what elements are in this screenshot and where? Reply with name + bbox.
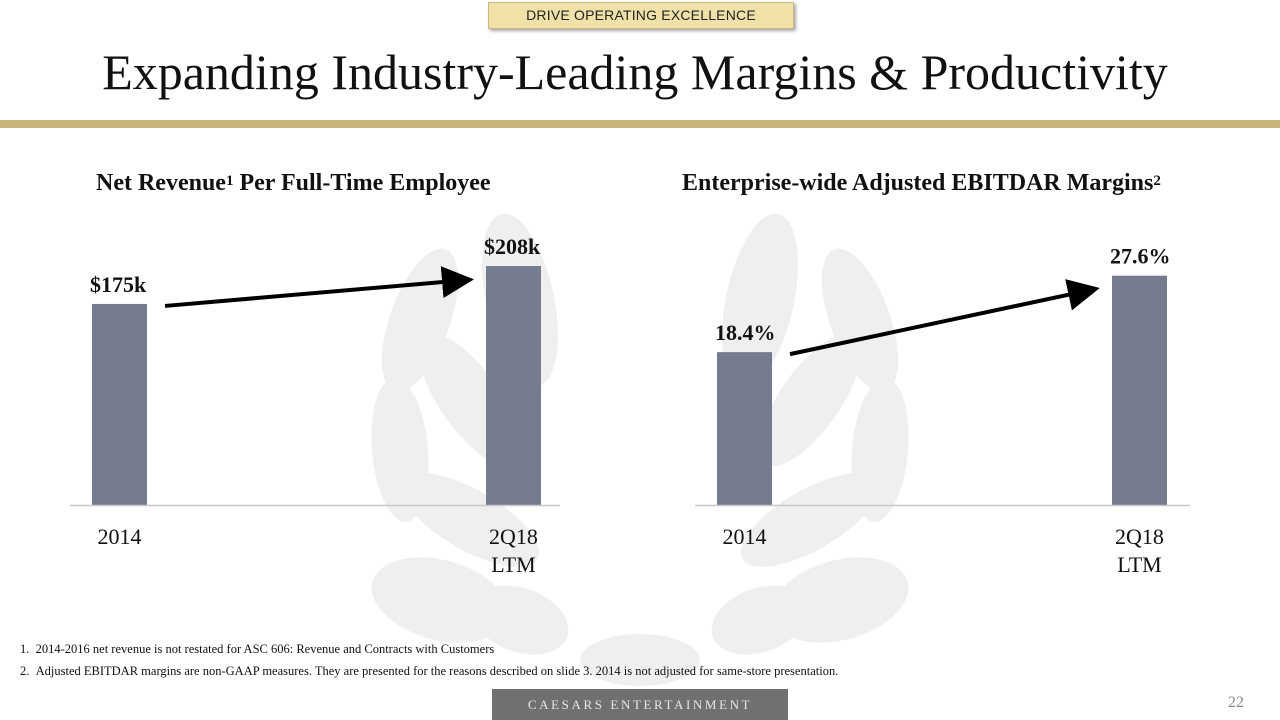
chart-2-category-label-1-1: 2014: [723, 524, 767, 549]
footnote-1: 1. 2014-2016 net revenue is not restated…: [20, 642, 495, 656]
chart-2-value-label-1: 18.4%: [715, 320, 776, 345]
chart-2-bar-2: [1112, 275, 1167, 505]
chart-2-title-footnote-ref: 2: [1153, 173, 1161, 189]
chart-1-bar-2: [486, 266, 541, 505]
chart-1-category-label-2-1: 2Q18: [489, 524, 538, 549]
chart-1-value-label-2: $208k: [484, 234, 541, 259]
title-divider: [0, 120, 1280, 128]
chart-2-category-label-2-1: 2Q18: [1115, 524, 1164, 549]
chart-1-value-label-1: $175k: [90, 272, 147, 297]
chart-1-category-label-2-2: LTM: [491, 552, 535, 577]
chart-1-title-main: Net Revenue: [96, 170, 226, 196]
chart-2-category-label-2-2: LTM: [1117, 552, 1161, 577]
chart-1-title-rest: Per Full-Time Employee: [233, 170, 491, 196]
page-title: Expanding Industry-Leading Margins & Pro…: [102, 44, 1168, 100]
chart-2-bar-1: [717, 352, 772, 505]
chart-2-title-main: Enterprise-wide Adjusted EBITDAR Margins: [682, 170, 1154, 196]
chart-2-title: Enterprise-wide Adjusted EBITDAR Margins…: [682, 166, 1161, 200]
footer-brand: CAESARS ENTERTAINMENT: [492, 689, 788, 720]
section-tag: DRIVE OPERATING EXCELLENCE: [488, 2, 794, 29]
footnotes: 1. 2014-2016 net revenue is not restated…: [20, 638, 838, 682]
chart-2-trend-arrow: [789, 279, 1100, 357]
chart-1-title-footnote-ref: 1: [225, 173, 234, 189]
chart-1-category-label-1-1: 2014: [98, 524, 142, 549]
chart-1-title: Net Revenue1 Per Full-Time Employee: [96, 166, 491, 200]
footnote-2: 2. Adjusted EBITDAR margins are non-GAAP…: [20, 664, 839, 678]
chart-2-value-label-2: 27.6%: [1110, 244, 1171, 269]
chart-1-trend-arrow: [164, 266, 474, 308]
page-number: 22: [1228, 694, 1244, 711]
chart-1-bar-1: [92, 303, 147, 505]
